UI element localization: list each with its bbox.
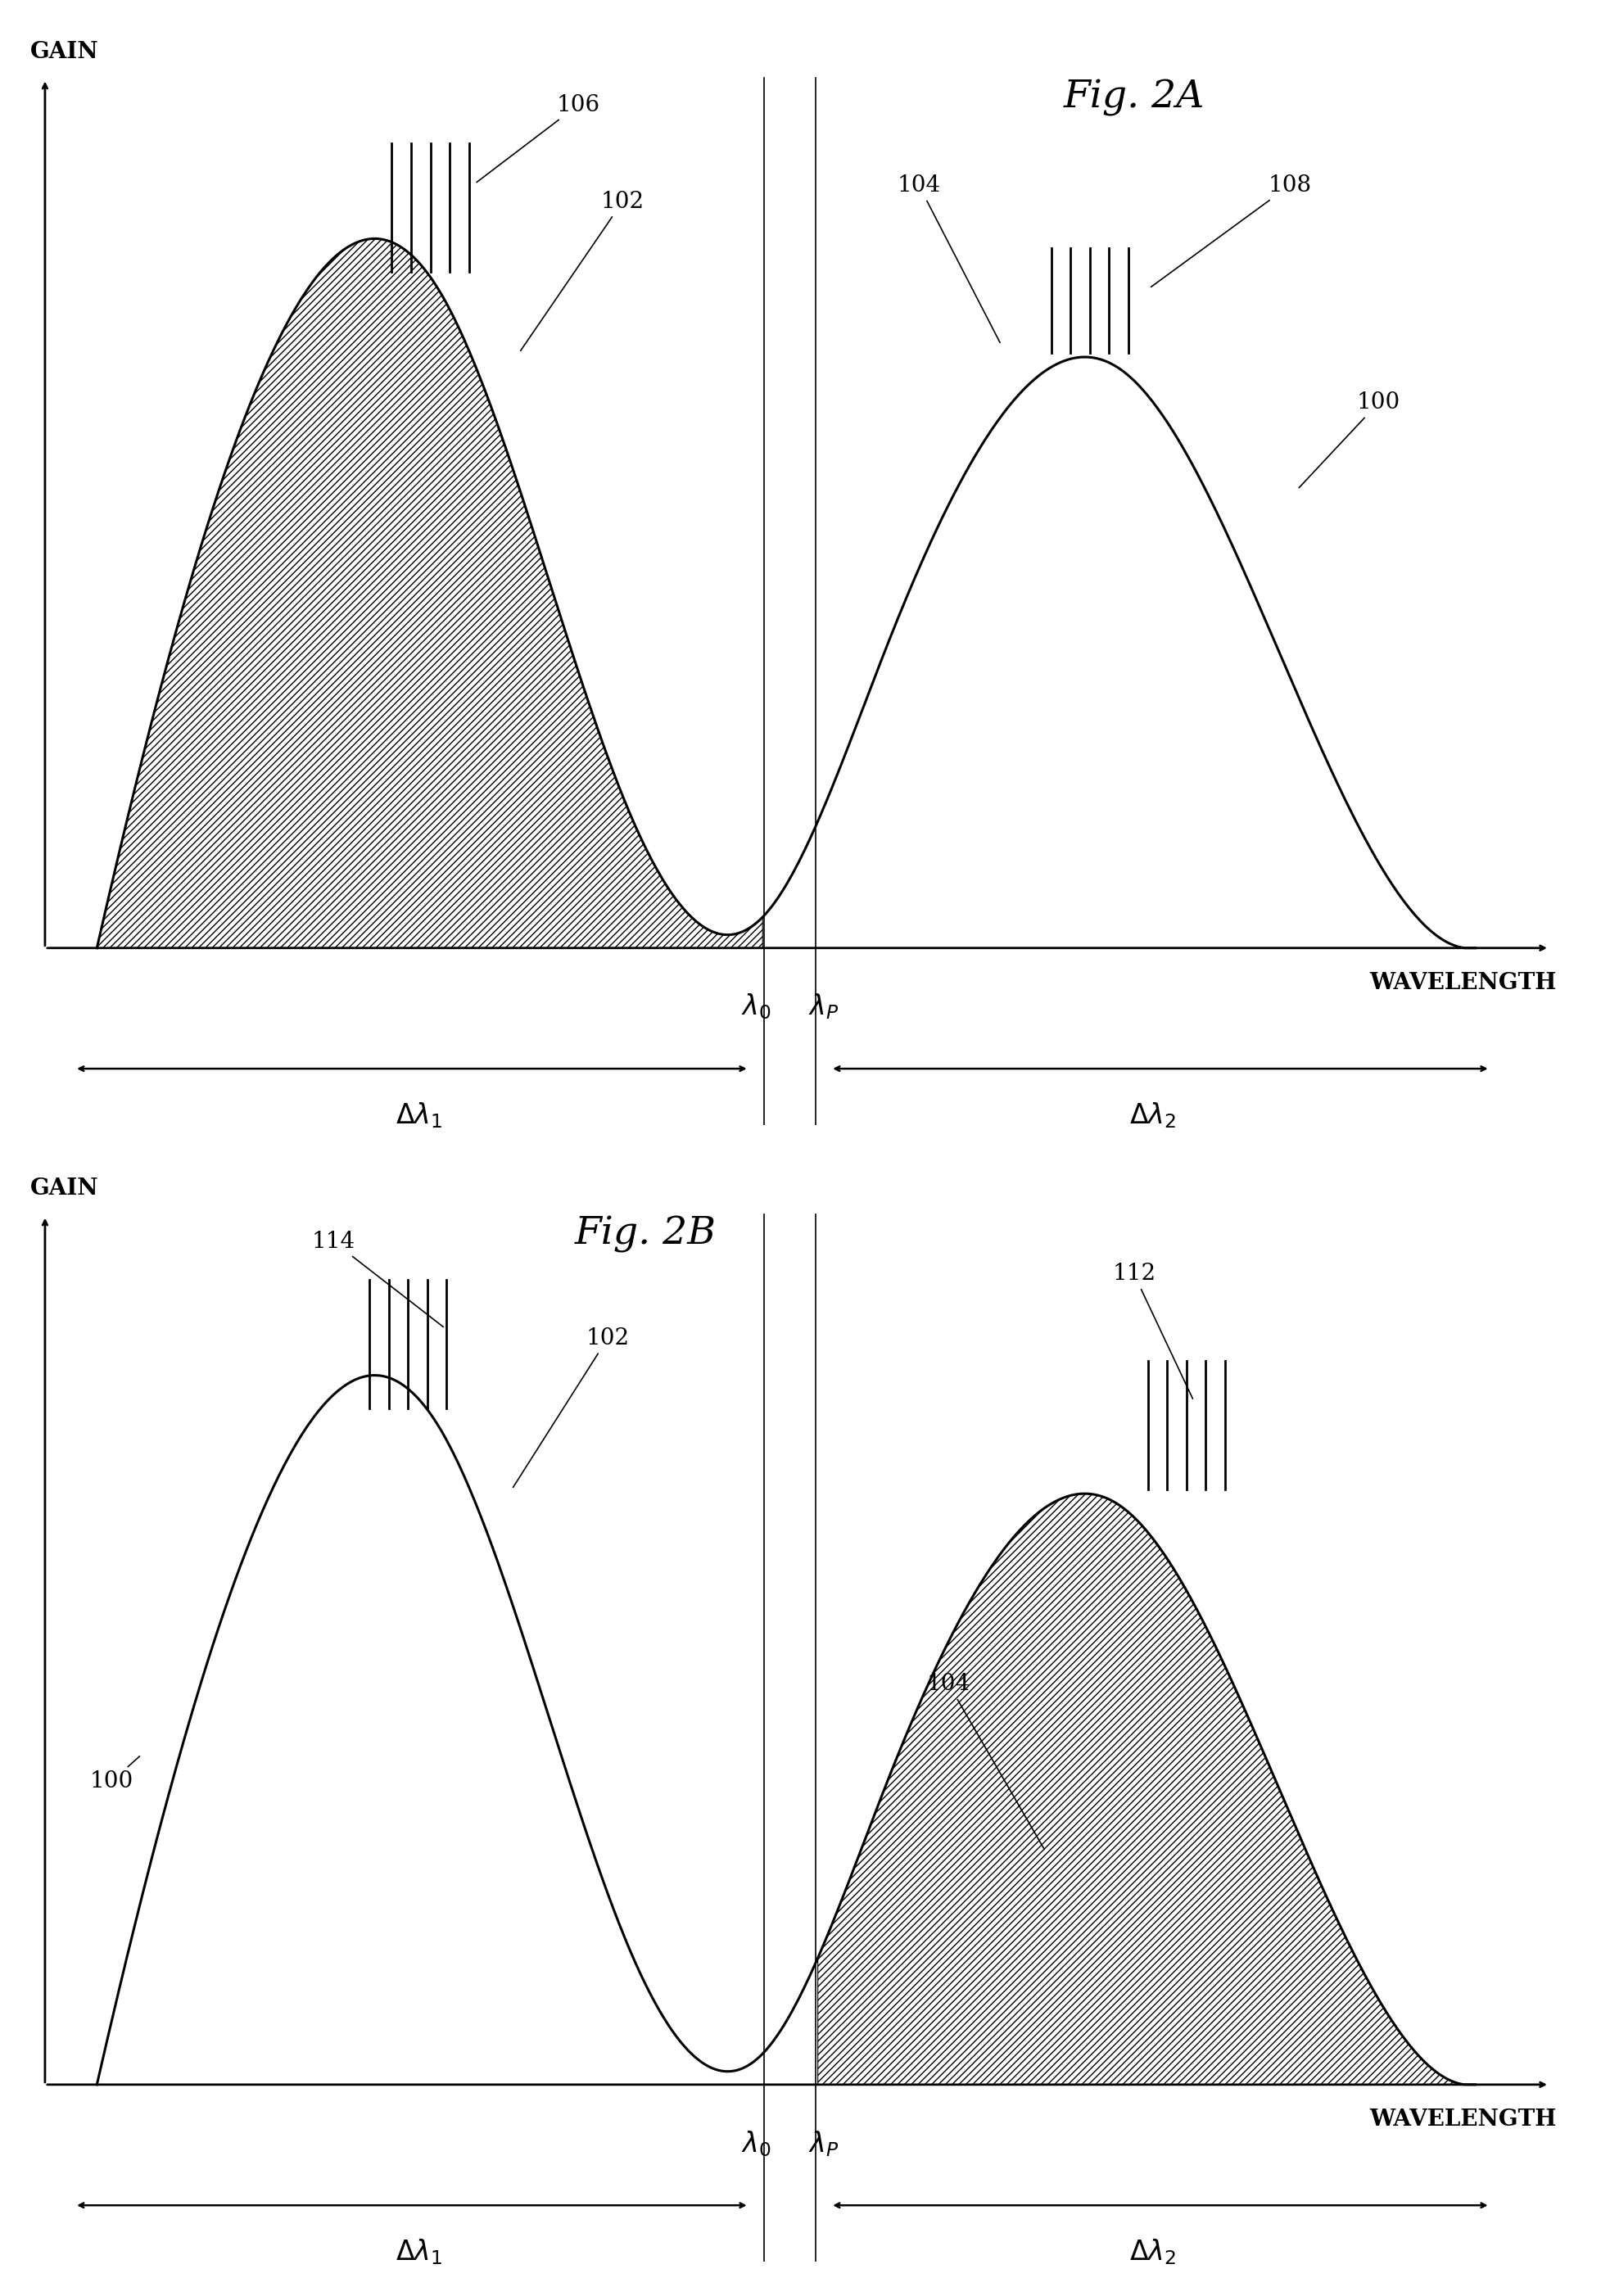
Text: GAIN: GAIN <box>30 1178 99 1199</box>
Text: $\lambda_0$: $\lambda_0$ <box>741 992 772 1022</box>
Text: $\Delta\lambda_2$: $\Delta\lambda_2$ <box>1129 1100 1175 1130</box>
Text: 102: 102 <box>512 1327 629 1488</box>
Text: 100: 100 <box>1298 393 1399 487</box>
Text: Fig. 2A: Fig. 2A <box>1063 78 1204 117</box>
Text: GAIN: GAIN <box>30 41 99 62</box>
Text: $\Delta\lambda_1$: $\Delta\lambda_1$ <box>395 1100 442 1130</box>
Text: 102: 102 <box>520 191 644 351</box>
Text: Fig. 2B: Fig. 2B <box>575 1215 716 1254</box>
Text: 112: 112 <box>1111 1263 1193 1398</box>
Text: 104: 104 <box>897 174 999 342</box>
Text: 104: 104 <box>927 1674 1044 1848</box>
Text: $\Delta\lambda_2$: $\Delta\lambda_2$ <box>1129 2239 1175 2266</box>
Text: WAVELENGTH: WAVELENGTH <box>1369 2108 1556 2131</box>
Text: 108: 108 <box>1151 174 1311 287</box>
Text: $\lambda_P$: $\lambda_P$ <box>807 992 837 1022</box>
Text: WAVELENGTH: WAVELENGTH <box>1369 971 1556 994</box>
Text: 100: 100 <box>90 1756 139 1793</box>
Text: 114: 114 <box>312 1231 443 1327</box>
Text: $\lambda_P$: $\lambda_P$ <box>807 2128 837 2158</box>
Text: 106: 106 <box>477 94 599 181</box>
Text: $\Delta\lambda_1$: $\Delta\lambda_1$ <box>395 2239 442 2266</box>
Text: $\lambda_0$: $\lambda_0$ <box>741 2128 772 2158</box>
